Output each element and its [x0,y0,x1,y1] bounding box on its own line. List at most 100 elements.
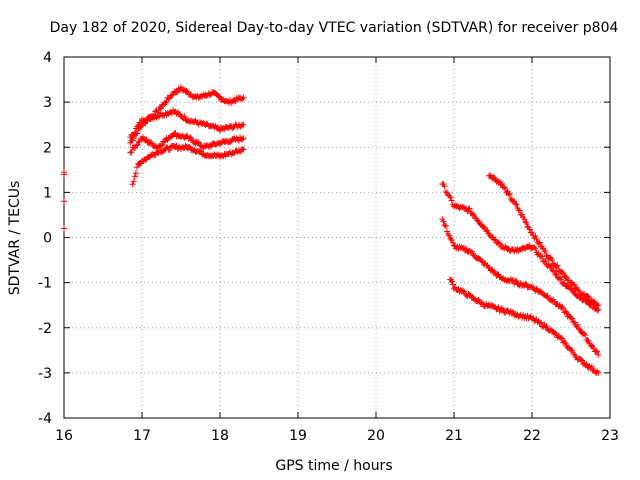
data-point [550,267,557,274]
data-point [496,240,503,247]
data-point [550,296,557,303]
data-point [522,218,529,225]
data-point [561,338,568,345]
data-point [549,327,556,334]
data-point [560,305,567,312]
data-point [543,252,550,259]
data-point [512,200,519,207]
y-axis-label: SDTVAR / TECUs [7,181,23,296]
data-point [595,351,602,358]
data-point [183,87,190,94]
data-point [549,257,556,264]
data-point [161,138,168,145]
data-point [535,240,542,247]
data-point [491,236,498,243]
data-point [557,276,564,283]
data-point [532,233,539,240]
data-point [536,239,543,246]
data-point [594,348,601,355]
data-point [532,245,539,252]
data-point [239,145,246,152]
data-point [584,337,591,344]
data-point [447,194,454,201]
data-point [240,121,247,128]
y-tick-label: 0 [43,231,52,247]
data-point [570,318,577,325]
data-point [157,143,164,150]
data-point [554,262,561,269]
x-tick-label: 18 [211,428,229,444]
y-tick-label: -1 [38,276,52,292]
data-point [539,253,546,260]
data-point [61,225,67,232]
data-point [129,181,136,188]
data-point [239,136,246,143]
data-point [510,308,517,315]
data-point [595,306,602,313]
data-point [448,197,455,204]
data-point [582,332,589,339]
data-point [487,172,494,179]
data-point [588,363,595,370]
data-point [240,135,247,142]
data-point [522,280,529,287]
data-point [495,239,502,246]
data-point [516,207,523,214]
y-tick-label: -3 [38,366,52,382]
chart-title: Day 182 of 2020, Sidereal Day-to-day VTE… [50,20,619,36]
data-point [131,145,138,152]
data-point [128,149,135,156]
data-point [523,219,530,226]
data-point [585,338,592,345]
data-point [240,146,247,153]
y-tick-label: -4 [38,411,52,427]
data-point [562,339,569,346]
data-point [560,270,567,277]
y-tick-label: 1 [43,185,52,201]
x-tick-label: 16 [55,428,73,444]
data-point [61,198,67,205]
data-point [443,228,450,235]
data-point [553,263,560,270]
data-point [131,173,138,180]
y-tick-label: 3 [43,95,52,111]
data-point [542,248,549,255]
y-tick-label: 2 [43,140,52,156]
data-point [577,356,584,363]
data-point [526,226,533,233]
data-point [484,227,491,234]
data-point [581,295,588,302]
data-point [449,239,456,246]
data-point [544,292,551,299]
data-point [143,136,150,143]
data-point [447,235,454,242]
data-point [574,322,581,329]
data-point [557,334,564,341]
data-point [562,308,569,315]
data-point [61,171,67,178]
x-tick-label: 21 [445,428,463,444]
data-point [559,335,566,342]
data-point [198,147,205,154]
data-point [442,223,449,230]
data-point [159,141,166,148]
data-point [552,330,559,337]
data-point [561,280,568,287]
y-tick-label: 4 [43,50,52,66]
data-point [134,164,141,171]
data-point [466,205,473,212]
data-point [575,325,582,332]
data-point [537,319,544,326]
data-marks [61,84,602,377]
data-point [130,178,137,185]
data-point [195,139,202,146]
data-point [440,218,447,225]
data-point [441,222,448,229]
x-tick-label: 19 [289,428,307,444]
data-point [163,99,170,106]
data-point [553,271,560,278]
data-point [132,170,139,177]
data-point [441,183,448,190]
